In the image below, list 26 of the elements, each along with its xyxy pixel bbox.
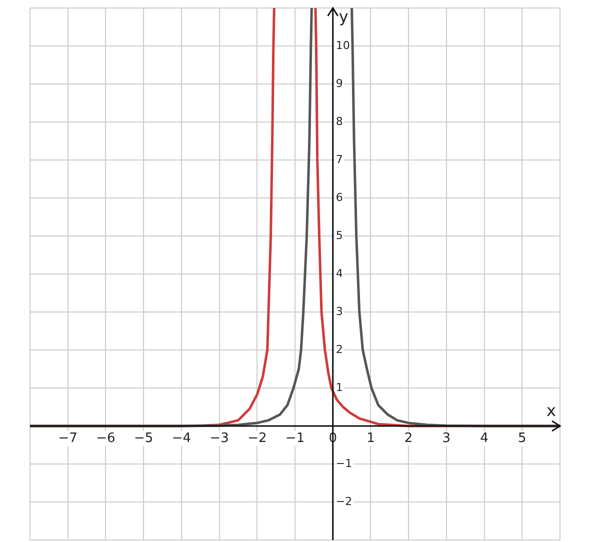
y-tick-label: 3	[336, 304, 343, 318]
x-tick-label: −6	[96, 430, 116, 446]
x-tick-label: 2	[404, 430, 413, 446]
x-tick-label: −4	[172, 430, 192, 446]
x-tick-label: 5	[518, 430, 526, 446]
y-tick-label: 9	[336, 76, 343, 90]
y-tick-label: 8	[336, 114, 343, 128]
x-tick-label: −7	[58, 430, 78, 446]
x-tick-label: 4	[480, 430, 488, 446]
y-tick-label: 1	[336, 380, 343, 394]
x-tick-label: 3	[442, 430, 451, 446]
x-tick-label: −1	[285, 430, 305, 446]
y-tick-label: 5	[336, 228, 343, 242]
x-tick-label: −2	[248, 430, 267, 446]
x-tick-label: 1	[366, 430, 375, 446]
x-axis-title: x	[546, 401, 556, 420]
y-tick-label: −2	[336, 494, 352, 508]
y-tick-label: 6	[336, 190, 343, 204]
y-tick-label: 7	[336, 152, 343, 166]
y-axis-title: y	[338, 7, 348, 26]
x-tick-label: −3	[210, 430, 229, 446]
x-tick-label: −5	[134, 430, 154, 446]
y-tick-label: 10	[336, 38, 350, 52]
y-tick-label: −1	[336, 456, 352, 470]
y-tick-label: 2	[336, 342, 343, 356]
y-tick-label: 4	[336, 266, 343, 280]
